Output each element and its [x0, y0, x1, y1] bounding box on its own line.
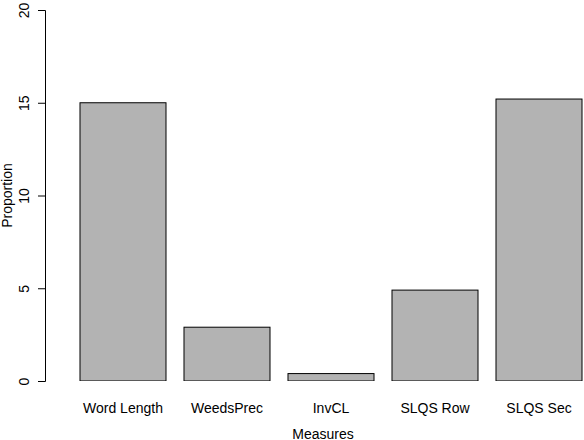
chart: 0 5 10 15 20 Word Length WeedsPrec InvCL SLQS Ro… — [0, 0, 584, 440]
bar — [184, 327, 270, 381]
x-axis: Word Length WeedsPrec InvCL SLQS Row SLQS Se… — [83, 400, 572, 416]
y-axis-line — [38, 11, 46, 382]
y-tick-label: 0 — [16, 377, 32, 385]
x-tick-label: SLQS Row — [400, 400, 470, 416]
y-tick: 0 — [16, 377, 45, 385]
y-axis-title: Proportion — [0, 163, 15, 228]
y-tick-mark — [38, 10, 45, 11]
x-tick-label: Word Length — [83, 400, 163, 416]
y-tick-mark — [38, 103, 45, 104]
x-tick-label: WeedsPrec — [191, 400, 263, 416]
y-tick-label: 15 — [16, 95, 32, 111]
y-tick-label: 20 — [16, 3, 32, 19]
bar — [496, 99, 582, 381]
x-tick-label: InvCL — [313, 400, 350, 416]
bar — [392, 290, 478, 381]
x-axis-title: Measures — [292, 426, 353, 440]
y-axis: 0 5 10 15 20 — [16, 3, 46, 386]
y-tick-mark — [38, 288, 45, 289]
y-tick-mark — [38, 196, 45, 197]
y-tick-label: 5 — [16, 285, 32, 293]
y-tick: 5 — [16, 285, 45, 293]
y-tick-mark — [38, 381, 45, 382]
bar — [80, 103, 166, 381]
y-tick-label: 10 — [16, 188, 32, 204]
y-tick: 20 — [16, 3, 45, 19]
y-tick: 15 — [16, 95, 45, 111]
x-tick-label: SLQS Sec — [506, 400, 571, 416]
y-tick: 10 — [16, 188, 45, 204]
bars — [80, 99, 582, 381]
bar — [288, 374, 374, 381]
